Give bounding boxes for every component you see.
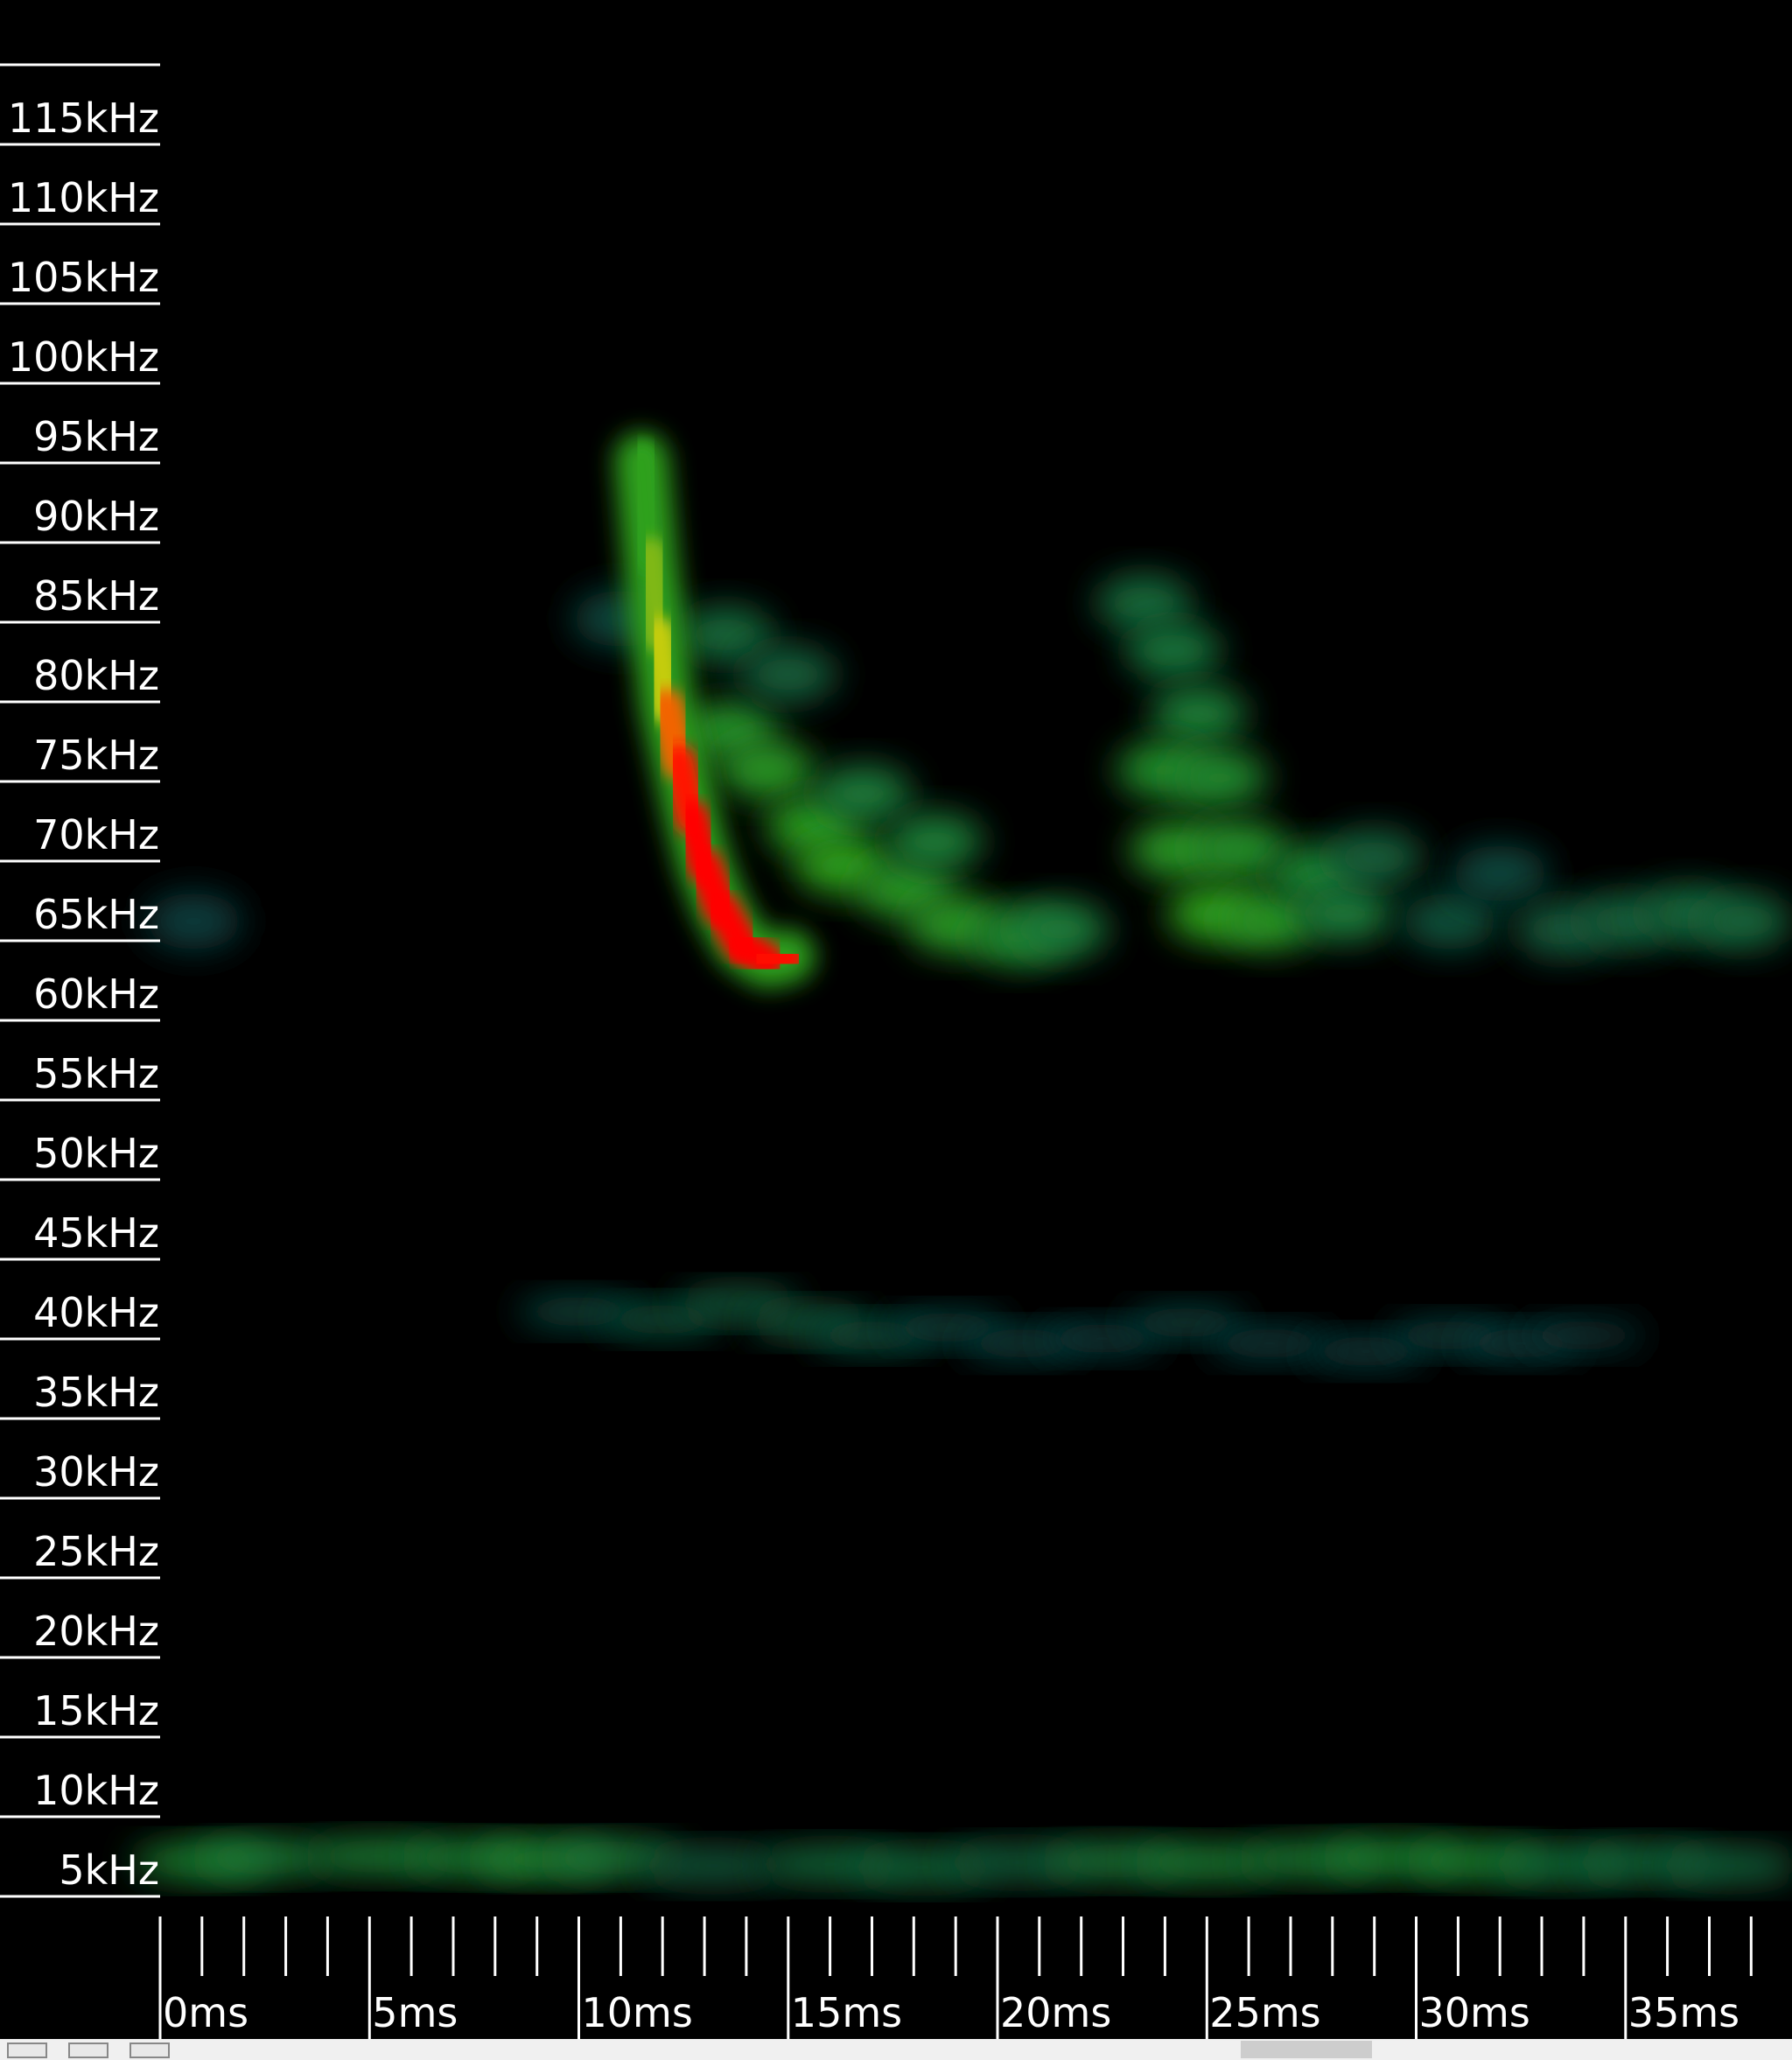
y-tick-label: 100kHz <box>8 333 159 381</box>
echo-blob <box>1151 686 1247 742</box>
call-segment <box>767 956 788 962</box>
scroll-thumb[interactable] <box>1241 2041 1372 2058</box>
y-tick-label: 30kHz <box>33 1448 159 1496</box>
y-tick-label: 75kHz <box>33 732 159 779</box>
scroll-bar[interactable] <box>0 2039 1792 2060</box>
echo-blob <box>1297 886 1393 942</box>
echo-blob <box>1326 830 1423 886</box>
echo-blob <box>719 742 816 798</box>
y-tick-label: 105kHz <box>8 254 159 301</box>
x-tick-label: 15ms <box>791 1989 902 2036</box>
echo-blob <box>816 766 912 822</box>
x-tick-label: 30ms <box>1419 1989 1530 2036</box>
y-tick-label: 90kHz <box>33 493 159 540</box>
y-tick-label: 50kHz <box>33 1130 159 1177</box>
x-tick-label: 35ms <box>1628 1989 1740 2036</box>
y-tick-label: 55kHz <box>33 1050 159 1097</box>
x-tick-label: 5ms <box>372 1989 458 2036</box>
scroll-button-first[interactable] <box>7 2042 47 2058</box>
y-axis-clip <box>0 0 166 54</box>
y-tick-label: 25kHz <box>33 1528 159 1575</box>
echo-blob <box>1452 845 1548 901</box>
y-tick-label: 60kHz <box>33 970 159 1018</box>
x-tick-label: 10ms <box>582 1989 693 2036</box>
y-tick-label: 65kHz <box>33 891 159 938</box>
x-tick-label: 20ms <box>1000 1989 1111 2036</box>
echo-blob <box>740 647 836 703</box>
echo-blob <box>1172 750 1268 806</box>
echo-blob <box>1402 893 1498 949</box>
y-tick-label: 40kHz <box>33 1289 159 1336</box>
x-tick-label: 0ms <box>163 1989 248 2036</box>
x-tick-label: 25ms <box>1209 1989 1320 2036</box>
y-tick-label: 95kHz <box>33 413 159 460</box>
y-tick-label: 85kHz <box>33 572 159 620</box>
harmonic-blob <box>1522 1320 1645 1351</box>
y-tick-label: 45kHz <box>33 1209 159 1257</box>
echo-blob <box>1012 901 1109 957</box>
echo-blob <box>886 814 983 870</box>
y-tick-label: 70kHz <box>33 811 159 858</box>
y-tick-label: 15kHz <box>33 1687 159 1734</box>
y-tick-label: 10kHz <box>33 1767 159 1814</box>
y-tick-label: 35kHz <box>33 1369 159 1416</box>
y-tick-label: 5kHz <box>59 1846 159 1894</box>
y-tick-label: 110kHz <box>8 174 159 221</box>
y-tick-label: 115kHz <box>8 95 159 142</box>
scroll-button-next[interactable] <box>130 2042 170 2058</box>
y-tick-label: 20kHz <box>33 1608 159 1655</box>
echo-blob <box>1125 622 1222 678</box>
scroll-button-prev[interactable] <box>68 2042 108 2058</box>
echo-blob <box>1096 575 1193 631</box>
echo-blob <box>1695 893 1791 949</box>
y-tick-label: 80kHz <box>33 652 159 699</box>
